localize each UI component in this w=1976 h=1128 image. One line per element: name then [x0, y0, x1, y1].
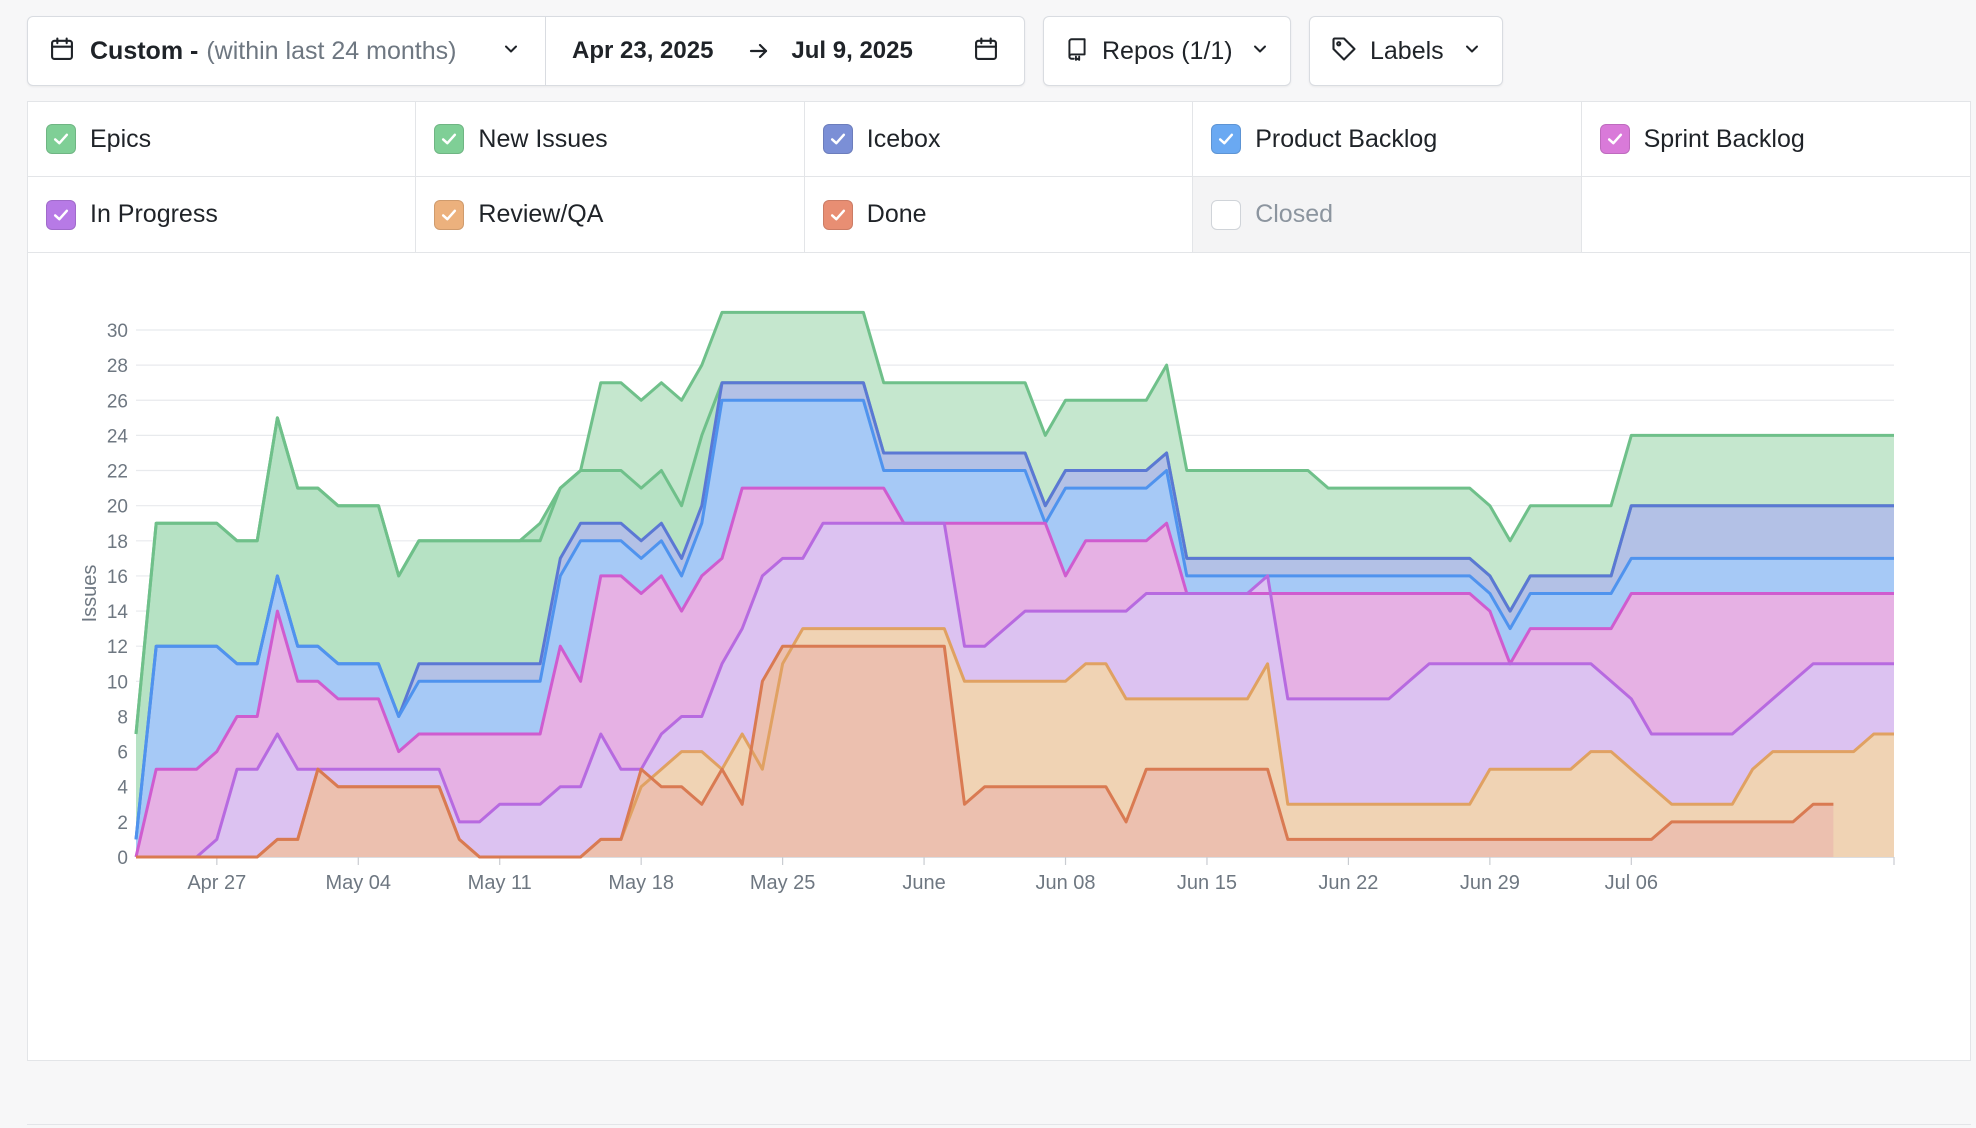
legend-item-closed[interactable]: Closed	[1193, 177, 1582, 252]
checkbox-checked-icon[interactable]	[434, 199, 465, 230]
series-line-in-progress	[136, 521, 1894, 859]
legend-item-new-issues[interactable]: New Issues	[416, 102, 805, 177]
status-legend: Epics New Issues Icebox Product Backlog Spri…	[28, 102, 1970, 253]
y-tick-label: 22	[107, 462, 128, 483]
toolbar: Custom - (within last 24 months) Apr 23,…	[27, 16, 1503, 86]
x-tick-label: May 25	[750, 872, 816, 894]
legend-label: Epics	[90, 124, 152, 153]
tag-icon	[1330, 35, 1358, 68]
legend-item-epics[interactable]: Epics	[28, 102, 417, 177]
x-tick-label: Jun 08	[1035, 872, 1095, 894]
legend-label: Review/QA	[478, 200, 604, 228]
checkbox-unchecked-icon[interactable]	[1211, 199, 1242, 230]
x-tick-label: June	[902, 872, 945, 894]
checkbox-checked-icon[interactable]	[434, 124, 465, 154]
y-tick-label: 18	[107, 532, 128, 553]
repo-icon	[1064, 36, 1090, 67]
x-tick-label: May 11	[468, 872, 532, 894]
checkbox-checked-icon[interactable]	[1211, 124, 1242, 154]
y-tick-label: 20	[107, 497, 128, 518]
y-tick-label: 30	[107, 321, 128, 342]
legend-label: Sprint Backlog	[1643, 124, 1805, 153]
series-line-icebox	[134, 381, 1894, 840]
chart-panel: Epics New Issues Icebox Product Backlog Spri…	[27, 101, 1971, 1061]
cumulative-flow-chart: 0 2 4 6 8 10 12 14 16 18 20 22 24 26 28 30 Apr 27 May 04 M…	[28, 253, 1972, 1061]
y-tick-label: 12	[107, 637, 128, 658]
legend-label: Product Backlog	[1255, 124, 1438, 153]
series-line-done	[136, 644, 1834, 859]
legend-item-icebox[interactable]: Icebox	[804, 102, 1194, 177]
repos-dropdown[interactable]: Repos (1/1)	[1043, 16, 1291, 86]
legend-item-review-qa[interactable]: Review/QA	[416, 177, 805, 252]
series-line-product-backlog	[134, 398, 1894, 840]
start-date[interactable]: Apr 23, 2025	[572, 37, 714, 64]
x-tick-label: Jun 15	[1177, 872, 1237, 894]
checkbox-checked-icon[interactable]	[46, 199, 76, 230]
calendar-icon[interactable]	[972, 35, 1000, 68]
checkbox-checked-icon[interactable]	[1599, 124, 1630, 154]
series-area-done	[136, 646, 1834, 857]
range-preset-title: Custom -	[90, 36, 199, 65]
end-date[interactable]: Jul 9, 2025	[791, 37, 913, 64]
y-tick-label: 16	[107, 567, 128, 588]
checkbox-checked-icon[interactable]	[46, 124, 76, 154]
calendar-icon	[48, 35, 76, 68]
y-tick-label: 0	[117, 848, 128, 869]
x-tick-label: Jun 22	[1318, 872, 1378, 894]
x-tick-label: Jul 06	[1605, 872, 1658, 894]
range-preset-subtitle: (within last 24 months)	[206, 36, 457, 65]
date-range-picker[interactable]: Apr 23, 2025 Jul 9, 2025	[546, 17, 1024, 85]
range-preset-dropdown[interactable]: Custom - (within last 24 months)	[28, 17, 546, 85]
y-tick-label: 2	[117, 813, 128, 834]
y-tick-label: 8	[117, 707, 128, 728]
chevron-down-icon	[1462, 39, 1482, 64]
x-tick-label: Apr 27	[187, 872, 246, 894]
labels-label: Labels	[1370, 36, 1444, 65]
y-tick-label: 14	[107, 602, 129, 623]
series-line-sprint-backlog	[134, 486, 1894, 858]
x-tick-label: May 18	[608, 872, 674, 894]
y-axis-label: Issues	[79, 565, 101, 623]
chevron-down-icon	[1250, 39, 1270, 64]
date-range-group: Custom - (within last 24 months) Apr 23,…	[27, 16, 1025, 86]
legend-label: New Issues	[478, 124, 608, 153]
checkbox-checked-icon[interactable]	[822, 124, 853, 154]
legend-empty-cell	[1582, 177, 1970, 252]
legend-item-sprint-backlog[interactable]: Sprint Backlog	[1581, 102, 1970, 177]
series-area-review-qa	[136, 628, 1894, 857]
repos-label: Repos (1/1)	[1102, 36, 1233, 65]
legend-item-product-backlog[interactable]: Product Backlog	[1193, 102, 1582, 177]
x-tick-label: May 04	[325, 872, 391, 894]
y-tick-label: 26	[107, 391, 128, 412]
checkbox-checked-icon[interactable]	[822, 199, 853, 230]
legend-item-done[interactable]: Done	[805, 177, 1194, 252]
y-tick-label: 28	[107, 356, 128, 377]
x-tick-label: Jun 29	[1460, 872, 1520, 894]
legend-label: In Progress	[90, 200, 218, 228]
y-tick-label: 10	[107, 672, 128, 693]
legend-item-in-progress[interactable]: In Progress	[28, 177, 417, 252]
arrow-right-icon	[747, 39, 771, 63]
legend-label: Done	[866, 200, 927, 228]
y-tick-label: 6	[117, 743, 128, 764]
divider	[27, 1124, 1971, 1125]
y-tick-label: 4	[117, 778, 128, 799]
labels-dropdown[interactable]: Labels	[1309, 16, 1503, 86]
chevron-down-icon	[501, 39, 521, 64]
legend-label: Closed	[1255, 200, 1334, 228]
y-tick-label: 24	[107, 426, 129, 447]
legend-label: Icebox	[866, 124, 941, 153]
